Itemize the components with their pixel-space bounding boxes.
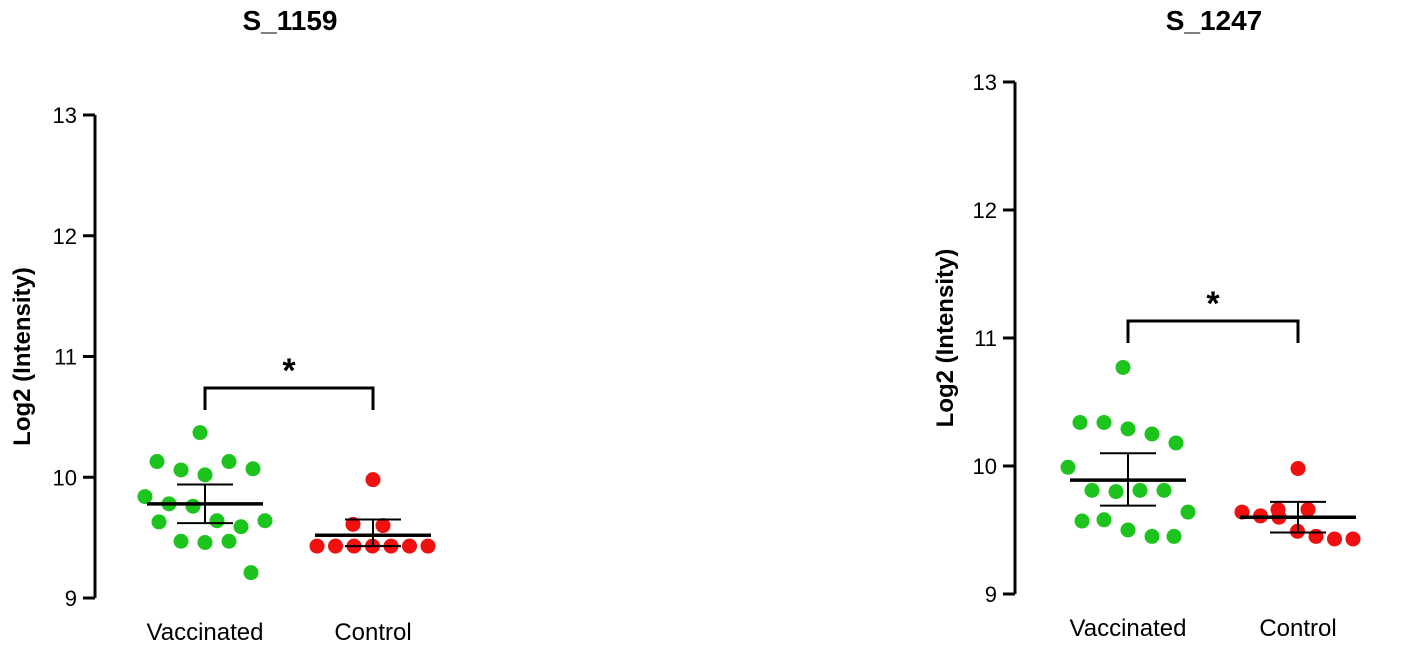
data-point xyxy=(1060,459,1076,475)
data-point xyxy=(221,533,237,549)
data-point xyxy=(185,498,201,514)
chart-panel-1: S_1159 9 10 11 12 13 Log2 (Intensity) Vaccinate… xyxy=(9,5,436,646)
significance-marker: * xyxy=(282,352,296,390)
data-point xyxy=(1308,528,1324,544)
data-point xyxy=(1074,513,1090,529)
significance-bracket xyxy=(203,386,375,410)
data-point xyxy=(209,513,225,529)
x-category-label: Control xyxy=(1259,615,1336,642)
data-point xyxy=(345,516,361,532)
data-point xyxy=(375,518,391,534)
y-tick-label: 10 xyxy=(973,454,997,479)
data-point xyxy=(365,472,381,488)
data-point xyxy=(1144,528,1160,544)
data-point xyxy=(243,565,259,581)
y-axis-label: Log2 (Intensity) xyxy=(9,267,36,446)
data-point xyxy=(1108,484,1124,500)
data-point xyxy=(1144,426,1160,442)
data-point xyxy=(173,533,189,549)
significance-marker: * xyxy=(1206,285,1220,323)
data-point xyxy=(1120,421,1136,437)
data-point xyxy=(1156,482,1172,498)
data-point xyxy=(192,425,208,441)
chart-title: S_1247 xyxy=(1166,5,1263,36)
y-tick-label: 9 xyxy=(985,582,997,607)
data-point xyxy=(1345,531,1361,547)
data-point xyxy=(197,467,213,483)
data-point xyxy=(1120,522,1136,538)
y-tick-label: 13 xyxy=(53,103,77,128)
data-point xyxy=(173,462,189,478)
y-tick-label: 9 xyxy=(65,586,77,611)
data-point xyxy=(149,454,165,470)
data-point xyxy=(1327,531,1342,547)
y-tick-label: 12 xyxy=(973,198,997,223)
data-point xyxy=(309,538,325,554)
x-category-label: Control xyxy=(334,619,411,646)
data-point xyxy=(221,454,237,470)
data-point xyxy=(420,538,436,554)
chart-panel-2: S_1247 9 10 11 12 13 Log2 (Intensity) Vaccinate… xyxy=(932,5,1361,642)
data-point xyxy=(137,489,153,505)
y-tick-label: 12 xyxy=(53,224,77,249)
chart-title: S_1159 xyxy=(243,5,338,36)
data-point xyxy=(1132,482,1148,498)
y-axis-label: Log2 (Intensity) xyxy=(932,249,959,428)
significance-bracket xyxy=(1126,319,1300,343)
data-point xyxy=(328,538,343,554)
data-point xyxy=(402,538,417,554)
data-point xyxy=(233,519,249,535)
data-point xyxy=(1084,482,1100,498)
x-category-label: Vaccinated xyxy=(1070,615,1187,642)
data-point xyxy=(1290,461,1306,477)
data-point xyxy=(151,514,167,530)
data-point xyxy=(197,534,213,550)
x-category-label: Vaccinated xyxy=(147,619,264,646)
y-tick-label: 11 xyxy=(54,345,77,370)
y-tick-label: 11 xyxy=(974,326,997,351)
data-point xyxy=(257,513,273,529)
data-point xyxy=(1180,504,1196,520)
y-tick-label: 10 xyxy=(53,465,77,490)
data-point xyxy=(245,461,261,477)
data-point xyxy=(1096,414,1112,430)
data-point xyxy=(1096,512,1112,528)
data-point xyxy=(1300,502,1316,518)
y-tick-label: 13 xyxy=(973,70,997,95)
data-point xyxy=(1072,414,1088,430)
data-point xyxy=(1115,359,1131,375)
data-point xyxy=(1166,528,1182,544)
data-point xyxy=(1168,435,1184,451)
